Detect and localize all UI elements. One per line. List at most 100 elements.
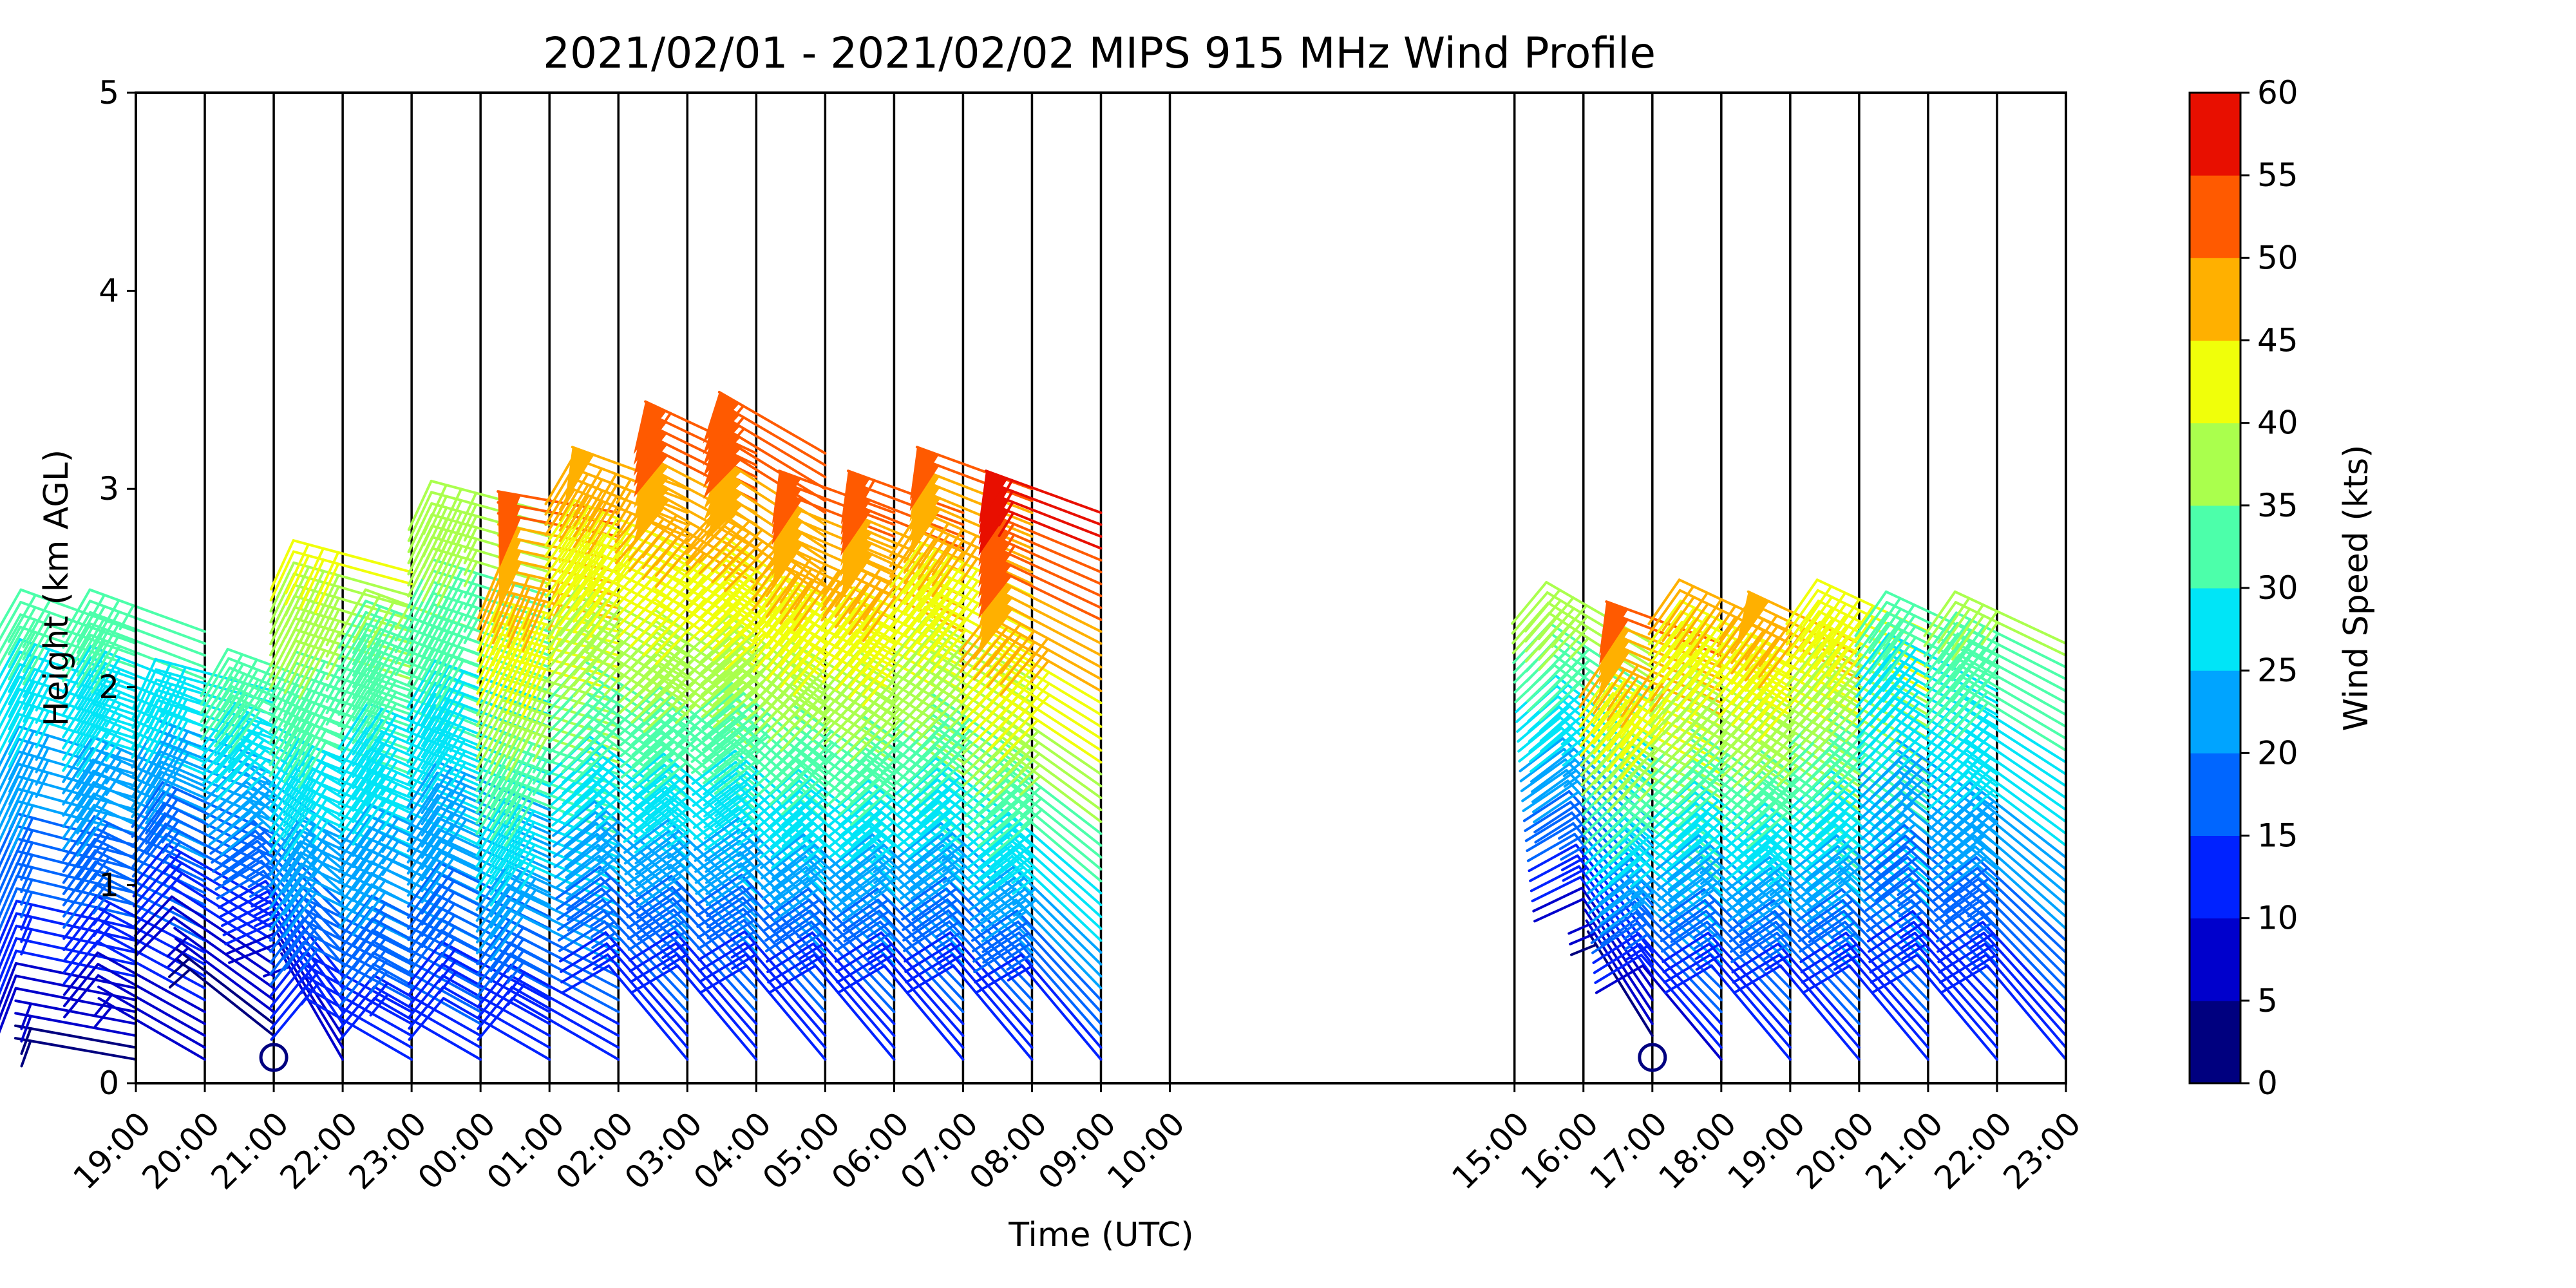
x-tick-label-7: 02:00 — [549, 1104, 641, 1197]
wind-barb — [699, 964, 827, 1061]
wind-barb — [0, 900, 137, 945]
wind-barb — [1663, 953, 1792, 1049]
wind-barb — [62, 905, 207, 966]
wind-barb — [1937, 920, 2067, 1014]
wind-barb — [544, 488, 689, 554]
wind-barb — [134, 905, 276, 978]
x-tick-label-9: 04:00 — [687, 1104, 779, 1197]
wind-barb — [565, 446, 689, 501]
wind-barb — [1592, 932, 1723, 1025]
y-tick-label-0: 0 — [99, 1065, 119, 1102]
wind-barb — [902, 909, 1034, 1001]
wind-barb — [1871, 964, 1998, 1061]
x-tick-label-12: 07:00 — [893, 1104, 985, 1197]
wind-barb — [62, 804, 207, 859]
wind-barb — [407, 940, 551, 1001]
wind-barb — [1930, 813, 2067, 895]
colorbar-tick-label-9: 45 — [2257, 322, 2298, 359]
y-tick-label-4: 4 — [99, 272, 119, 310]
calm-markers — [259, 1043, 1667, 1072]
wind-barb — [477, 985, 620, 1049]
chart-title: 2021/02/01 - 2021/02/02 MIPS 915 MHz Win… — [543, 28, 1656, 78]
wind-barb — [1801, 953, 1929, 1049]
wind-barb — [1933, 867, 2067, 954]
wind-barb — [269, 907, 413, 966]
wind-barb — [62, 600, 207, 659]
barb-profile-4 — [269, 539, 413, 1061]
wind-barb — [634, 488, 758, 550]
wind-barb — [764, 920, 896, 1014]
y-axis-label: Height (km AGL) — [37, 450, 76, 726]
wind-barb — [1864, 877, 1998, 966]
wind-barb — [1662, 942, 1792, 1037]
wind-barb — [829, 833, 965, 918]
wind-barb — [270, 997, 413, 1061]
barb-profile-9 — [614, 400, 758, 1061]
wind-barb — [0, 912, 137, 957]
wind-barb — [1593, 943, 1723, 1037]
wind-barb — [1567, 908, 1654, 1014]
wind-barb — [1660, 909, 1792, 1001]
barb-profile-11 — [751, 469, 896, 1061]
wind-barb — [62, 667, 207, 728]
wind-barb — [269, 539, 413, 603]
wind-barb — [766, 942, 896, 1037]
wind-barb — [1732, 953, 1861, 1049]
wind-barb — [629, 953, 758, 1049]
wind-barb — [761, 866, 896, 954]
wind-barb — [62, 634, 207, 694]
wind-barb — [1589, 900, 1723, 990]
barb-profile-1 — [62, 588, 207, 1061]
wind-barb — [1938, 953, 2067, 1049]
colorbar-tick-label-7: 35 — [2257, 487, 2298, 524]
wind-barb — [1935, 910, 2067, 1001]
wind-barb — [1924, 621, 2067, 682]
colorbar-label: Wind Speed (kts) — [2337, 445, 2376, 732]
x-tick-label-2: 21:00 — [204, 1104, 296, 1197]
wind-barb — [62, 622, 207, 683]
wind-barb — [545, 595, 689, 662]
colorbar-tick-label-11: 55 — [2257, 156, 2298, 194]
barb-profile-17 — [1647, 578, 1792, 1061]
colorbar-tick-label-0: 0 — [2257, 1065, 2278, 1102]
wind-barb — [477, 974, 620, 1037]
wind-barbs — [0, 390, 2067, 1068]
wind-barb — [1934, 888, 2067, 978]
wind-barb — [628, 931, 758, 1025]
wind-barb — [833, 909, 965, 1001]
wind-barb — [62, 758, 207, 812]
barb-profile-21 — [1923, 590, 2067, 1061]
wind-barb — [1797, 899, 1929, 990]
wind-barb — [698, 952, 827, 1049]
wind-barb — [93, 997, 207, 1061]
wind-barb — [835, 942, 965, 1037]
wind-barb — [1864, 867, 1998, 954]
y-tick-label-2: 2 — [99, 668, 119, 706]
x-tick-label-24: 23:00 — [1996, 1104, 2088, 1197]
wind-barb — [0, 924, 137, 970]
wind-barb — [633, 400, 758, 455]
wind-barb — [978, 554, 1103, 609]
wind-barb — [166, 927, 276, 1001]
x-tick-label-23: 22:00 — [1927, 1104, 2020, 1197]
colorbar-swatch-3 — [2190, 753, 2240, 836]
wind-barb — [978, 565, 1103, 621]
colorbar-swatch-5 — [2190, 588, 2240, 671]
wind-barb — [630, 964, 758, 1061]
wind-barb — [1800, 942, 1929, 1037]
wind-barb — [1732, 964, 1861, 1061]
wind-barb — [697, 919, 827, 1014]
wind-barb — [0, 887, 137, 932]
x-tick-label-4: 23:00 — [342, 1104, 434, 1197]
wind-barb — [559, 931, 689, 1025]
wind-barb — [903, 920, 1034, 1014]
colorbar-tick-label-12: 60 — [2257, 74, 2298, 111]
colorbar-tick-label-5: 25 — [2257, 652, 2298, 689]
wind-barb — [696, 896, 827, 990]
barb-profile-14 — [959, 469, 1103, 1061]
wind-barb — [978, 596, 1103, 657]
colorbar: 0 5 10 15 20 25 30 35 40 45 50 55 60 — [2188, 74, 2298, 1102]
y-tick-label-5: 5 — [99, 74, 119, 111]
x-tick-label-18: 17:00 — [1582, 1104, 1674, 1197]
x-tick-label-0: 19:00 — [66, 1104, 158, 1197]
